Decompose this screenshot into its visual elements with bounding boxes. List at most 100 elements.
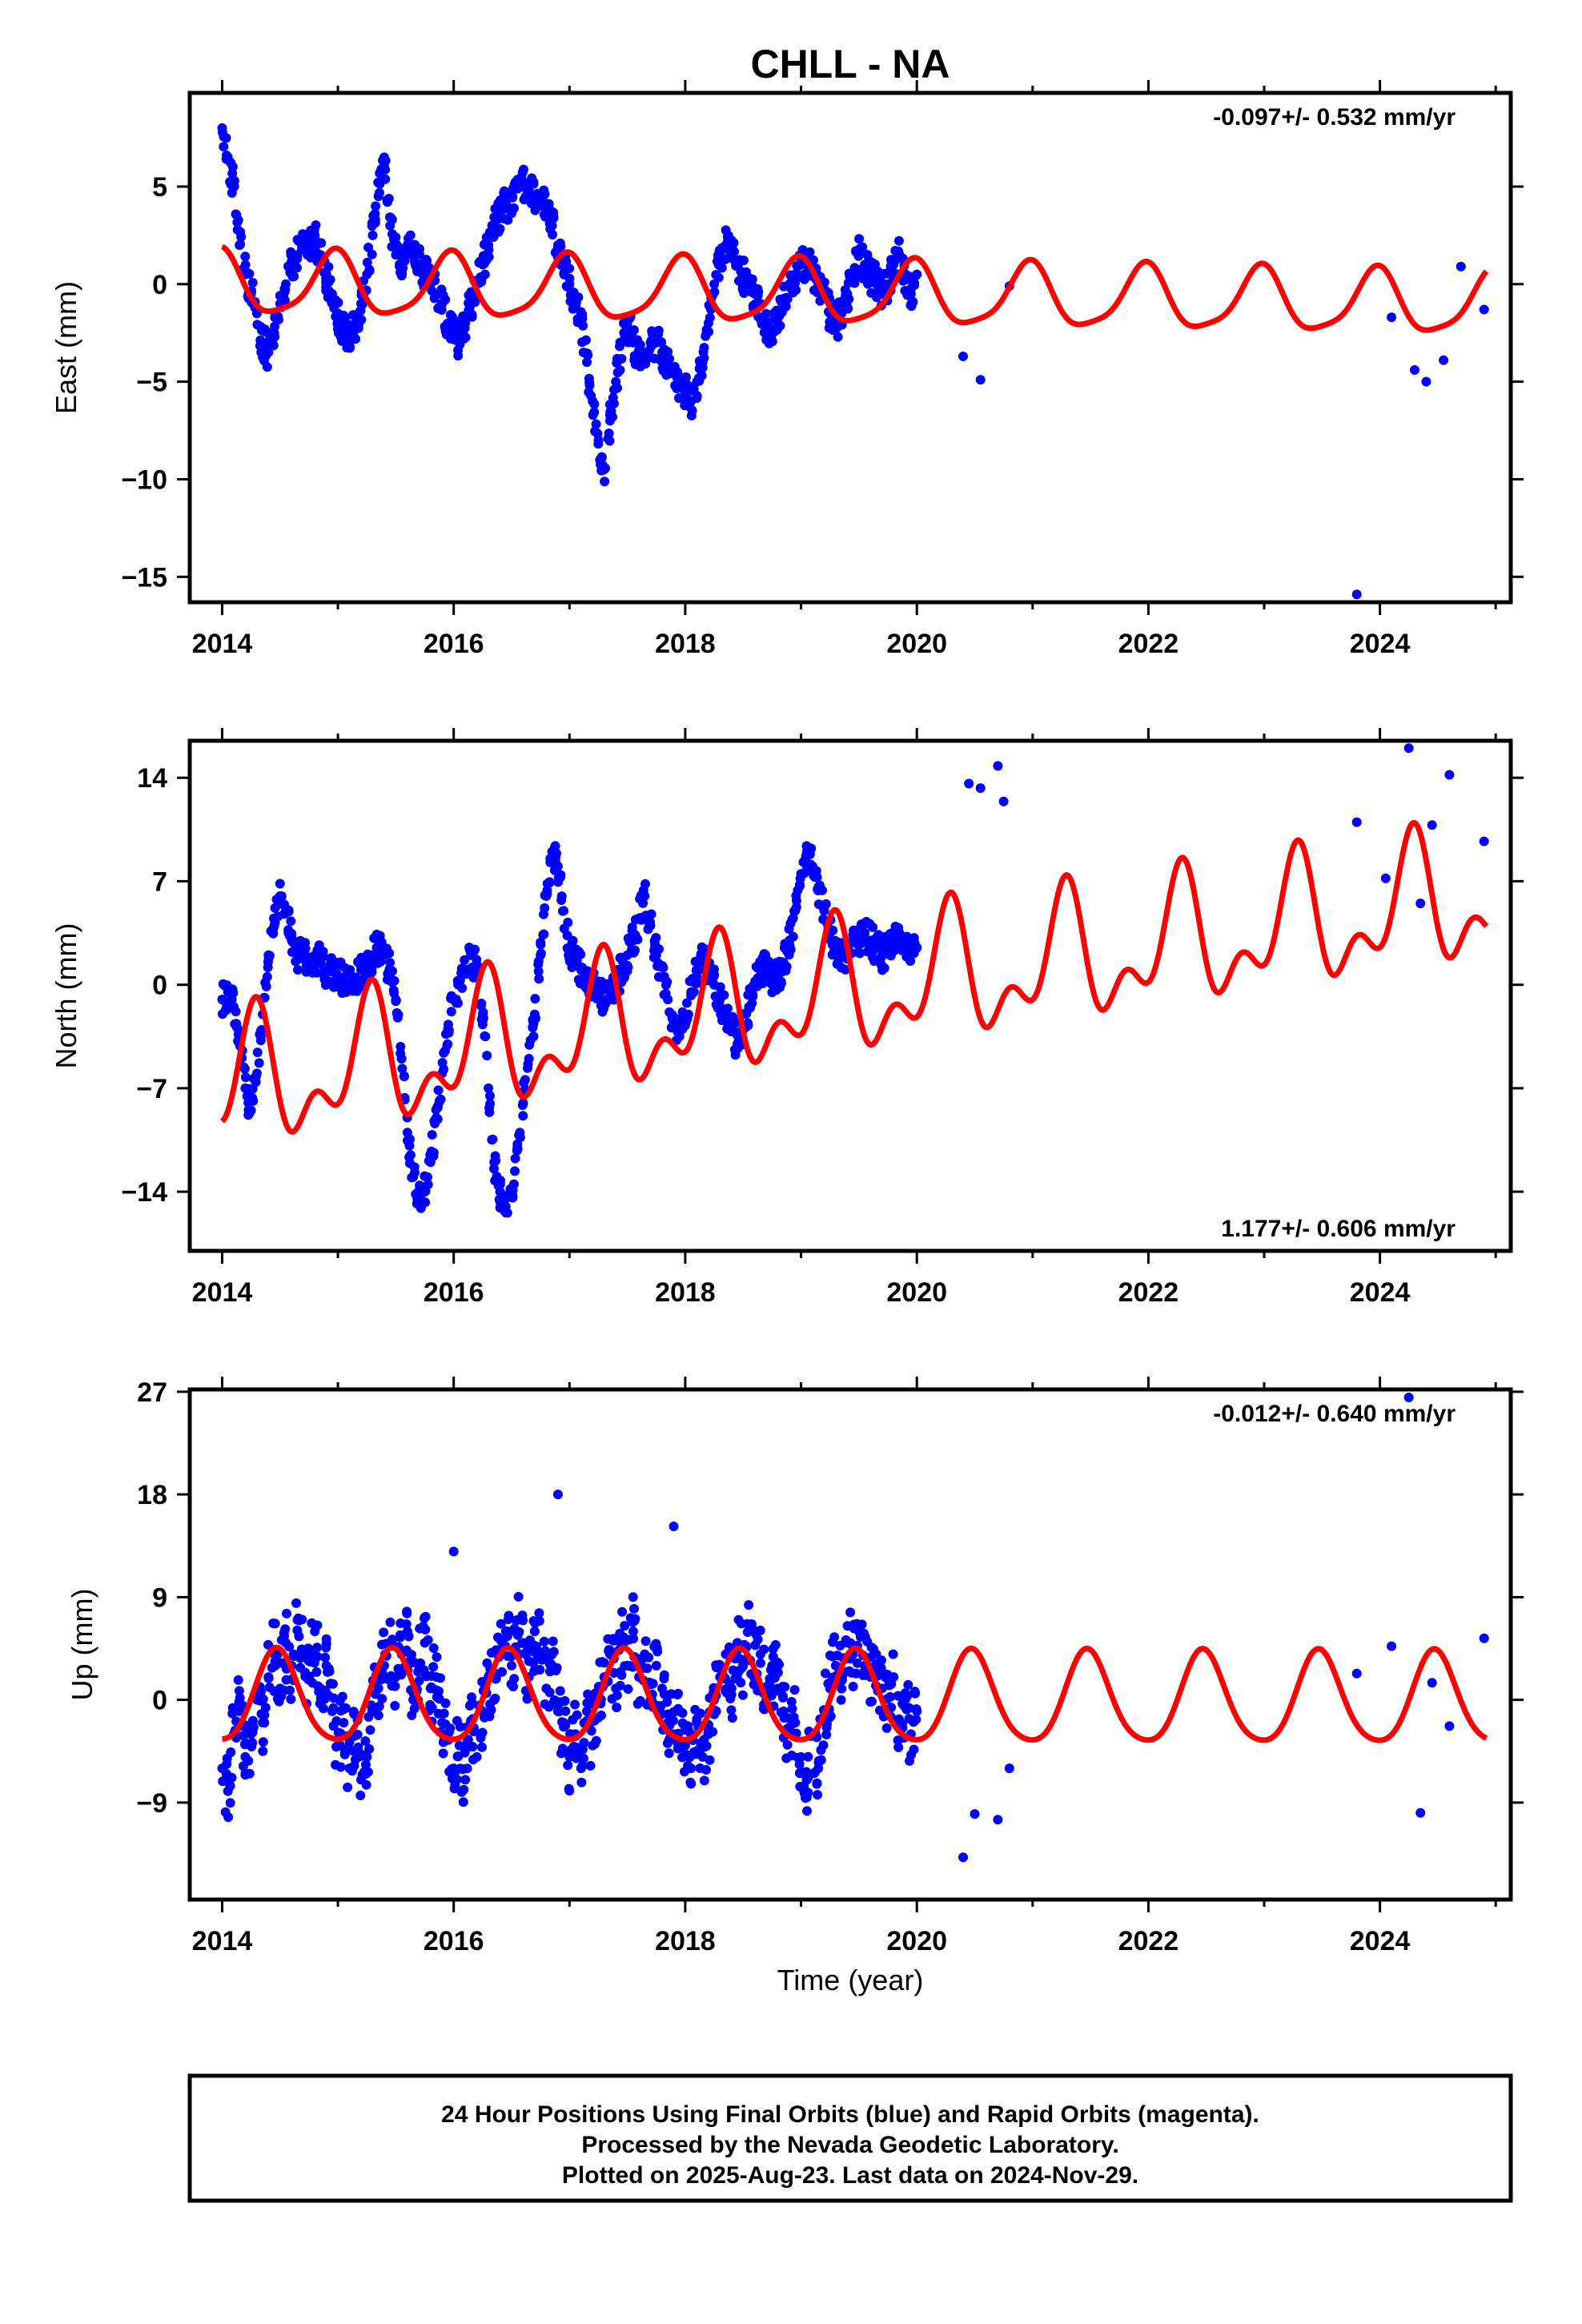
data-point	[410, 1168, 420, 1178]
data-point	[578, 320, 588, 331]
data-point	[444, 1727, 454, 1737]
model-curve	[219, 819, 1489, 1135]
data-point	[531, 1641, 541, 1651]
data-point	[849, 1619, 859, 1630]
data-point	[507, 1660, 516, 1671]
data-point	[438, 1748, 448, 1759]
data-point	[396, 1042, 406, 1051]
data-point	[268, 340, 279, 351]
data-point	[753, 1634, 763, 1645]
data-point	[281, 279, 291, 289]
x-tick-label: 2022	[1118, 629, 1179, 659]
data-point	[488, 1134, 498, 1144]
data-point	[563, 1760, 573, 1771]
data-point	[404, 233, 413, 243]
y-tick-label: 0	[152, 270, 167, 300]
data-point	[247, 1093, 258, 1104]
data-point	[659, 1670, 669, 1680]
data-point	[889, 1672, 899, 1683]
data-point	[375, 187, 384, 198]
data-point	[534, 1608, 544, 1618]
data-point	[912, 269, 922, 279]
data-point	[596, 1711, 606, 1720]
data-point	[1427, 820, 1437, 830]
data-point	[564, 273, 575, 283]
data-point	[837, 1683, 847, 1694]
data-point	[236, 231, 247, 242]
data-point	[759, 1644, 769, 1655]
y-tick-label: 0	[152, 1686, 167, 1716]
data-point	[701, 1741, 712, 1751]
data-point	[484, 1107, 495, 1117]
data-point	[450, 1780, 460, 1791]
plot-area	[217, 1393, 1489, 1863]
data-point	[460, 955, 470, 965]
data-point	[849, 278, 860, 288]
data-point	[584, 387, 594, 397]
data-point	[352, 1730, 363, 1739]
data-point	[548, 213, 559, 223]
x-tick-label: 2022	[1118, 1926, 1179, 1956]
data-point	[391, 232, 401, 243]
data-point	[1410, 365, 1419, 375]
data-point	[813, 1790, 823, 1800]
data-point	[612, 383, 622, 393]
data-point	[217, 127, 227, 138]
data-point	[508, 1185, 518, 1196]
data-point	[737, 1690, 748, 1700]
data-point	[555, 238, 565, 248]
data-point	[629, 935, 640, 945]
data-point	[704, 327, 714, 337]
data-point	[361, 1779, 371, 1790]
y-tick-label: 9	[152, 1582, 167, 1613]
data-point	[428, 1662, 439, 1672]
data-point	[628, 1592, 638, 1602]
data-point	[357, 300, 367, 310]
data-point	[756, 1658, 765, 1668]
data-point	[677, 1708, 688, 1719]
data-point	[786, 1697, 797, 1707]
data-point	[407, 1650, 416, 1660]
data-point	[244, 268, 255, 279]
data-point	[559, 906, 569, 916]
x-tick-label: 2014	[192, 629, 253, 659]
data-point	[460, 332, 471, 343]
data-point	[600, 999, 611, 1009]
data-point	[514, 1626, 524, 1637]
data-point	[414, 1675, 424, 1686]
data-point	[263, 953, 274, 963]
data-point	[534, 974, 544, 984]
data-point	[770, 1640, 781, 1650]
data-point	[467, 1692, 477, 1703]
data-point	[659, 1689, 669, 1699]
data-point	[515, 1132, 525, 1143]
data-point	[533, 959, 544, 970]
data-point	[247, 1084, 258, 1094]
data-point	[699, 1775, 709, 1786]
data-point	[315, 1693, 326, 1703]
data-point	[539, 1636, 549, 1647]
data-point	[860, 928, 870, 938]
data-point	[427, 1703, 437, 1713]
data-point	[428, 1643, 439, 1653]
data-point	[527, 173, 537, 183]
data-point	[836, 1695, 846, 1705]
data-point	[226, 1747, 236, 1757]
x-tick-label: 2018	[655, 1926, 716, 1956]
data-point	[360, 1736, 371, 1747]
data-point	[472, 1751, 482, 1762]
data-point	[736, 1678, 746, 1688]
data-point	[390, 1701, 400, 1711]
data-point	[323, 262, 334, 272]
data-point	[232, 217, 243, 227]
data-point	[544, 1687, 555, 1698]
data-point	[744, 279, 754, 290]
data-point	[885, 1691, 895, 1702]
x-tick-label: 2016	[424, 1277, 484, 1308]
data-point	[452, 996, 462, 1007]
plot-frame	[187, 1387, 1513, 1902]
data-point	[414, 249, 424, 259]
data-point	[640, 879, 650, 889]
data-point	[1421, 376, 1431, 387]
